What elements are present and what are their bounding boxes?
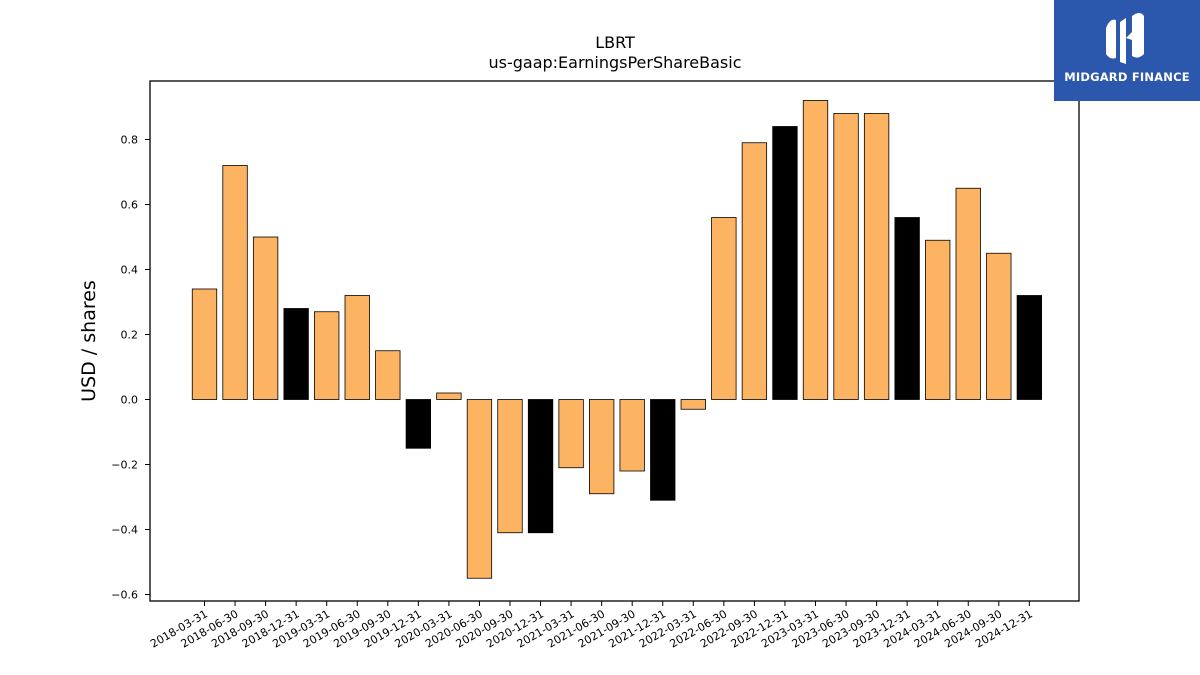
bar-2023-03-31 (802, 100, 829, 400)
bar-2023-09-30 (863, 113, 890, 400)
y-tick-label: −0.6 (111, 589, 138, 602)
y-tick-label: 0.2 (121, 329, 139, 342)
bar-2023-06-30 (833, 113, 859, 400)
bar-2019-12-31 (405, 399, 432, 449)
bar-2024-09-30 (986, 252, 1012, 400)
bar-2022-12-31 (772, 126, 798, 400)
bar-2020-12-31 (527, 399, 554, 534)
y-ticks-group: −0.6 −0.4 −0.2 0.0 0.2 0.4 0.6 0.8 (111, 134, 150, 602)
bar-2024-06-30 (955, 187, 981, 400)
bar-2019-09-30 (375, 350, 401, 400)
bar-2024-03-31 (925, 239, 951, 400)
x-ticks-group: 2018-03-312018-06-302018-09-302018-12-31… (148, 601, 1035, 651)
bar-2018-03-31 (191, 288, 218, 400)
y-tick-label: 0.4 (121, 264, 139, 277)
bar-2021-06-30 (589, 399, 615, 495)
bar-2021-12-31 (650, 399, 676, 501)
bars-group (191, 100, 1042, 579)
y-tick-label: 0.0 (121, 394, 139, 407)
chart-subtitle: us-gaap:EarningsPerShareBasic (488, 53, 741, 72)
bar-2018-06-30 (222, 165, 248, 400)
bar-2019-03-31 (314, 311, 340, 400)
y-tick-label: −0.2 (111, 459, 138, 472)
logo-text: MIDGARD FINANCE (1064, 70, 1190, 84)
bar-2023-12-31 (894, 217, 920, 400)
bar-2022-03-31 (680, 399, 706, 410)
bar-2020-09-30 (497, 399, 523, 534)
y-tick-label: 0.8 (121, 134, 139, 147)
midgard-finance-logo: MIDGARD FINANCE (1054, 0, 1200, 101)
bar-2021-03-31 (558, 399, 584, 469)
plot-frame (149, 80, 1080, 602)
bar-2022-06-30 (711, 217, 737, 400)
midgard-logo-mark-icon (1106, 13, 1144, 64)
y-tick-label: −0.4 (111, 524, 138, 537)
bar-2019-06-30 (344, 295, 370, 400)
bar-2020-03-31 (436, 392, 462, 400)
bar-2024-12-31 (1016, 295, 1042, 400)
bar-2022-09-30 (741, 142, 768, 400)
bar-2018-12-31 (283, 308, 309, 400)
bar-2021-09-30 (619, 399, 645, 472)
bar-2018-09-30 (252, 236, 279, 400)
bar-2020-06-30 (466, 399, 493, 579)
y-axis-label: USD / shares (78, 280, 100, 402)
y-tick-label: 0.6 (121, 199, 139, 212)
chart-title: LBRT (595, 33, 635, 52)
